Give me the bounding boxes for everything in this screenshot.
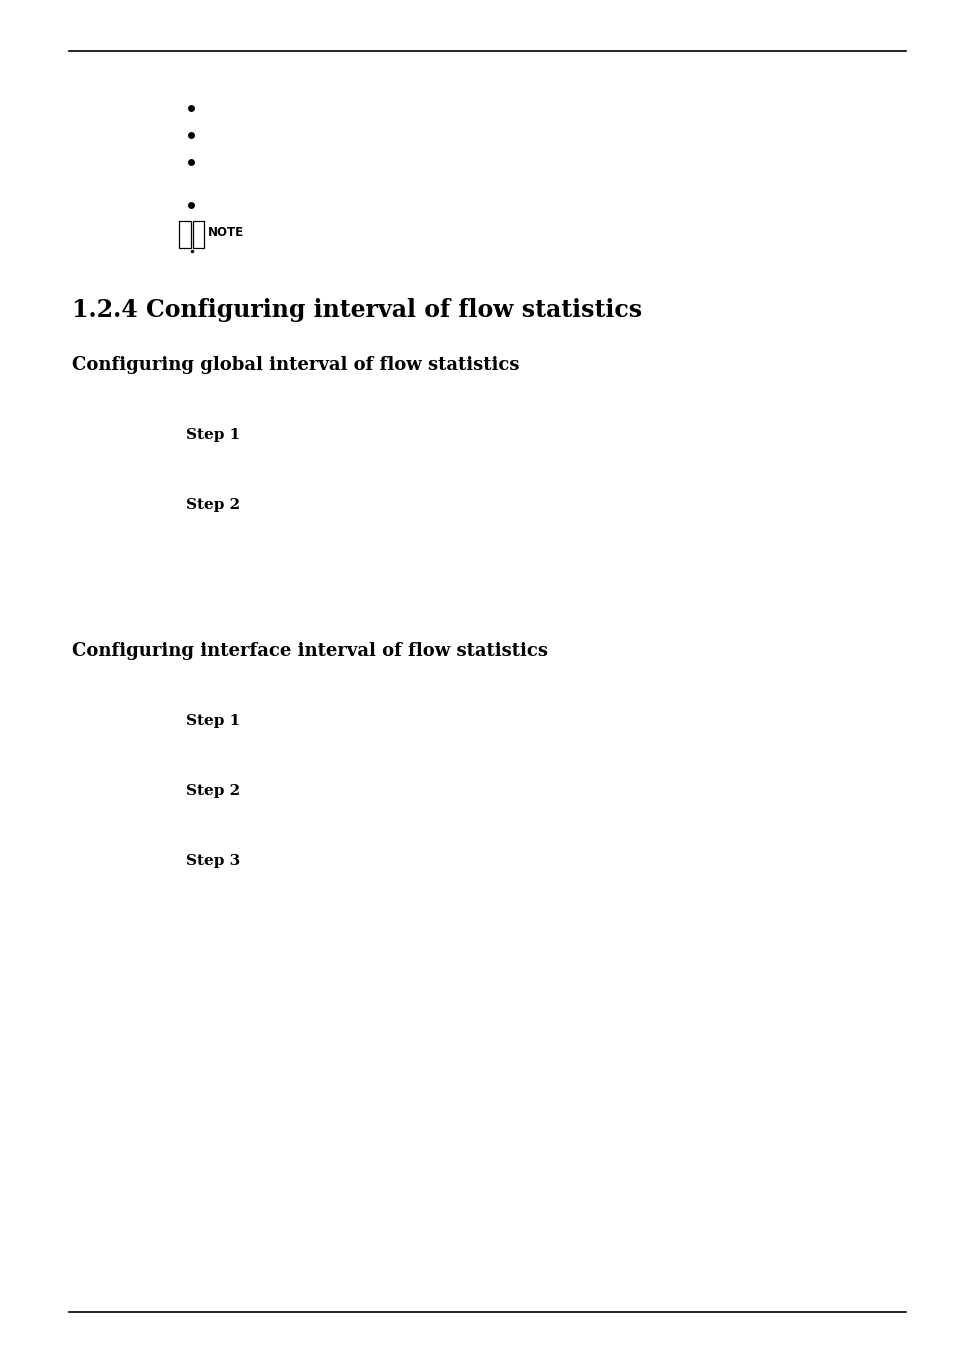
Bar [193, 221, 204, 248]
Text: Step 3: Step 3 [186, 855, 240, 868]
Text: Step 2: Step 2 [186, 498, 240, 512]
Text: Configuring global interval of flow statistics: Configuring global interval of flow stat… [71, 355, 518, 374]
Text: Step 2: Step 2 [186, 784, 240, 798]
Text: Configuring interface interval of flow statistics: Configuring interface interval of flow s… [71, 641, 547, 660]
Text: NOTE: NOTE [208, 225, 244, 239]
Bar [179, 221, 191, 248]
Text: Step 1: Step 1 [186, 428, 240, 441]
Text: 1.2.4 Configuring interval of flow statistics: 1.2.4 Configuring interval of flow stati… [71, 298, 641, 323]
Text: Step 1: Step 1 [186, 714, 240, 728]
